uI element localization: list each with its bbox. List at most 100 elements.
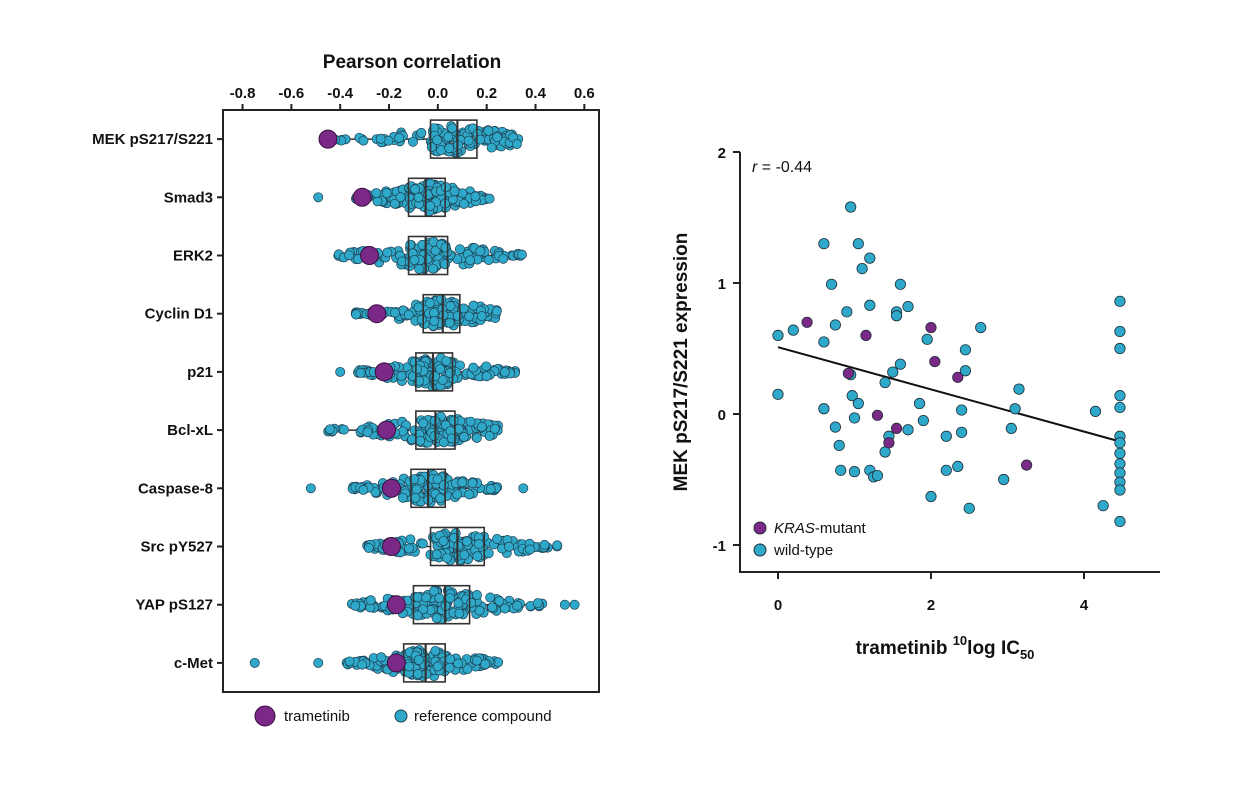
reference-compound-point — [464, 489, 475, 500]
reference-compound-point — [532, 598, 543, 609]
beeswarm-category-labels: MEK pS217/S221 Smad3 ERK2 Cyclin D1 p21 Bcl-x… — [92, 131, 223, 672]
reference-compound-point — [489, 423, 500, 434]
reference-compound-point — [443, 131, 454, 142]
reference-compound-point — [442, 553, 453, 564]
legend-wild-type-label: wild-type — [773, 542, 833, 559]
wild-type-point — [955, 404, 968, 416]
reference-compound-point — [426, 142, 437, 153]
reference-compound-point — [464, 311, 475, 322]
reference-compound-point — [440, 242, 451, 253]
box-iqr — [407, 177, 446, 218]
correlation-annotation: r = -0.44 — [752, 159, 812, 176]
reference-compound-point — [436, 145, 446, 156]
reference-compound-point — [481, 361, 492, 372]
reference-compound-point — [447, 123, 458, 134]
wild-type-point — [848, 466, 861, 478]
legend-reference-label: reference compound — [414, 708, 552, 725]
reference-compound-point — [492, 534, 503, 544]
reference-compound-point — [372, 196, 383, 207]
reference-compound-point — [452, 489, 463, 500]
kras-mutant-point — [952, 371, 964, 383]
scatter-points — [772, 201, 1126, 528]
reference-compound-point — [375, 133, 386, 144]
r-symbol: r — [752, 159, 758, 176]
reference-compound-point — [404, 543, 414, 554]
kras-mutant-point — [1021, 459, 1033, 471]
reference-compound-point — [414, 376, 425, 386]
reference-compound-point — [362, 427, 373, 438]
wild-type-point — [1005, 422, 1017, 435]
reference-compound-point — [428, 263, 438, 274]
wild-type-point — [852, 238, 864, 250]
reference-compound-point — [475, 134, 486, 145]
reference-compound-point — [410, 184, 421, 195]
reference-compound-point — [403, 309, 414, 320]
scatter-y-tick-label: 2 — [718, 145, 726, 162]
wild-type-point — [902, 300, 914, 313]
reference-compound-point — [411, 484, 422, 495]
kras-mutant-point — [860, 329, 872, 341]
reference-compound-point — [363, 543, 374, 553]
wild-type-point — [917, 414, 929, 427]
kras-mutant-point — [929, 355, 941, 368]
reference-compound-point — [481, 371, 492, 382]
reference-compound-point — [448, 415, 459, 426]
reference-compound-point — [413, 302, 424, 313]
scatter-y-axis: -1 0 1 2 — [713, 145, 740, 555]
scatter-x-axis-title: trametinib 10log IC50 — [856, 633, 1035, 662]
wild-type-point — [856, 262, 868, 275]
reference-compound-point — [381, 188, 392, 199]
reference-compound-point — [480, 659, 491, 670]
scatter-x-tick-label: 2 — [927, 597, 935, 614]
reference-compound-point — [358, 135, 369, 146]
beeswarm-category-label: ERK2 — [173, 248, 213, 265]
reference-compound-point — [418, 418, 429, 429]
trametinib-point — [359, 246, 379, 265]
wild-type-point — [1089, 405, 1102, 417]
beeswarm-category-label: Bcl-xL — [167, 422, 213, 439]
reference-compound-point — [413, 192, 424, 203]
reference-compound-point — [405, 239, 416, 250]
reference-compound-point — [491, 306, 502, 317]
trametinib-point — [381, 478, 401, 498]
kras-mutant-point — [883, 437, 895, 449]
beeswarm-x-tick-label: -0.2 — [376, 85, 402, 102]
reference-compound-point — [438, 536, 449, 546]
scatter-x-tick-label: 0 — [774, 597, 782, 614]
beeswarm-category-label: Cyclin D1 — [145, 306, 213, 323]
reference-compound-point — [335, 366, 346, 377]
reference-compound-point — [305, 483, 316, 494]
reference-compound-point — [376, 652, 387, 663]
reference-compound-point — [435, 493, 446, 504]
legend-trametinib-label: trametinib — [284, 708, 350, 725]
reference-compound-point — [413, 654, 424, 665]
x-title-main: trametinib — [856, 638, 953, 659]
legend-reference-marker — [394, 709, 408, 723]
reference-compound-point — [454, 608, 465, 619]
reference-compound-point — [438, 437, 449, 448]
reference-compound-point — [483, 255, 494, 265]
reference-compound-point — [432, 661, 443, 672]
wild-type-point — [825, 278, 838, 290]
reference-compound-point — [463, 135, 474, 146]
reference-compound-point — [413, 668, 424, 679]
reference-compound-point — [350, 600, 361, 611]
kras-mutant-point — [890, 422, 903, 435]
scatter-y-tick-label: -1 — [713, 538, 726, 555]
wild-type-point — [894, 278, 907, 290]
reference-compound-point — [444, 662, 455, 673]
beeswarm-category-label: c-Met — [174, 655, 213, 672]
reference-compound-point — [438, 480, 449, 491]
wild-type-point — [940, 464, 952, 476]
reference-compound-point — [430, 245, 441, 256]
wild-type-point — [841, 306, 853, 318]
kras-mutant-point — [842, 367, 854, 379]
reference-compound-point — [483, 125, 494, 136]
wild-type-point — [845, 201, 857, 213]
reference-compound-point — [445, 300, 456, 311]
reference-compound-point — [434, 593, 445, 603]
wild-type-point — [940, 430, 952, 442]
reference-compound-point — [432, 135, 443, 146]
reference-compound-point — [324, 424, 335, 435]
reference-compound-point — [485, 592, 496, 603]
